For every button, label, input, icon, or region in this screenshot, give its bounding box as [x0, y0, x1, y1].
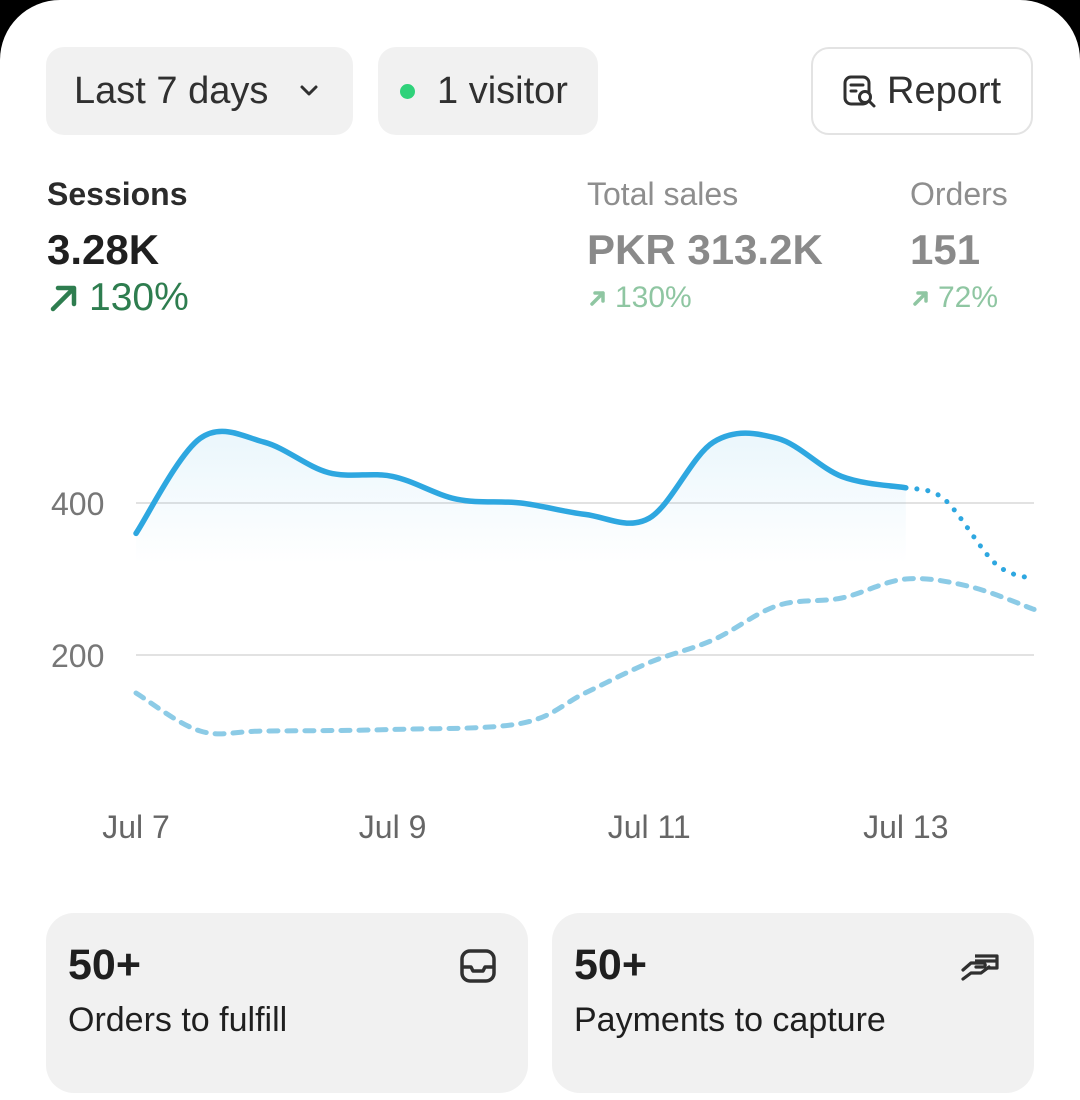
payments-to-capture-count: 50+ [574, 941, 647, 989]
primary-series-area [136, 431, 906, 564]
payments-to-capture-label: Payments to capture [574, 1001, 886, 1039]
payments-to-capture-card[interactable]: 50+ Payments to capture [552, 913, 1034, 1093]
x-tick-label: Jul 11 [608, 809, 691, 845]
metric-total-sales-delta: 130% [587, 276, 823, 320]
metric-orders-delta: 72% [910, 276, 1008, 320]
report-label: Report [887, 69, 1002, 112]
live-visitors-label: 1 visitor [437, 69, 568, 112]
orders-to-fulfill-label: Orders to fulfill [68, 1001, 288, 1039]
metric-total-sales-label: Total sales [587, 176, 739, 212]
metric-sessions-delta-value: 130% [89, 276, 189, 319]
metric-total-sales-delta-value: 130% [615, 281, 692, 314]
metric-orders-value: 151 [910, 226, 981, 273]
live-visitors-button[interactable]: 1 visitor [378, 47, 598, 135]
metric-sessions-label: Sessions [47, 176, 188, 212]
date-range-dropdown[interactable]: Last 7 days [46, 47, 353, 135]
trend-up-arrow-icon [913, 291, 928, 306]
x-tick-label: Jul 9 [359, 809, 427, 845]
metric-total-sales[interactable]: Total sales PKR 313.2K 130% [587, 176, 823, 320]
metric-total-sales-value: PKR 313.2K [587, 226, 823, 273]
metric-orders[interactable]: Orders 151 72% [910, 176, 1008, 320]
sessions-line-chart: 200 400 Jul 7 Jul 9 Jul 11 Jul 13 [51, 428, 1037, 845]
primary-series-projection [903, 485, 1037, 582]
trend-up-arrow-icon [50, 285, 77, 312]
metric-sessions[interactable]: Sessions 3.28K 130% [47, 176, 189, 320]
primary-series-line [133, 428, 909, 537]
date-range-label: Last 7 days [74, 69, 269, 112]
x-tick-label: Jul 13 [863, 809, 948, 845]
metric-orders-label: Orders [910, 176, 1008, 212]
report-search-icon [843, 75, 876, 108]
metric-sessions-value: 3.28K [47, 226, 160, 273]
orders-to-fulfill-card[interactable]: 50+ Orders to fulfill [46, 913, 528, 1093]
metric-orders-delta-value: 72% [938, 281, 999, 314]
y-tick-label: 200 [51, 638, 104, 674]
orders-to-fulfill-count: 50+ [68, 941, 141, 989]
online-status-dot-icon [400, 83, 415, 99]
trend-up-arrow-icon [590, 291, 605, 306]
comparison-series-line [133, 576, 1037, 737]
x-tick-label: Jul 7 [102, 809, 170, 845]
hand-payment-icon [961, 954, 999, 981]
chevron-down-icon [300, 85, 318, 96]
inbox-tray-icon [460, 949, 496, 983]
y-tick-label: 400 [51, 486, 104, 522]
metric-sessions-delta: 130% [47, 276, 189, 320]
report-button[interactable]: Report [811, 47, 1033, 135]
